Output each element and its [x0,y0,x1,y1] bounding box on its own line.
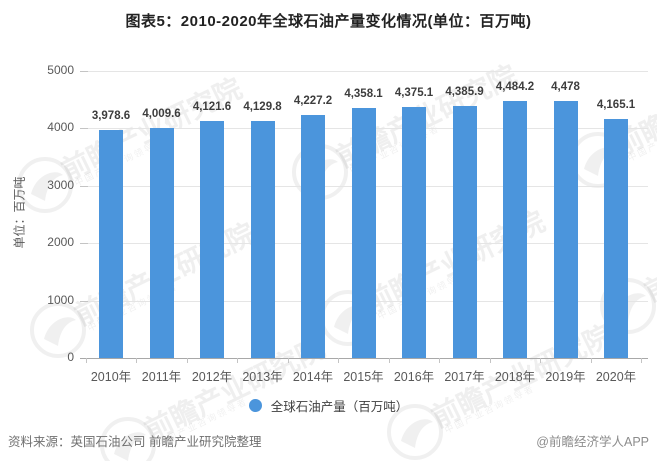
y-tick-label: 3000 [47,177,74,192]
bar [402,106,426,358]
x-axis-tick [388,358,390,363]
bar-value-label: 4,358.1 [344,87,383,100]
bar [99,129,123,358]
bar-value-label: 3,978.6 [91,109,131,122]
y-axis-tick [80,243,88,245]
y-axis-title: 单位：百万吨 [12,176,27,249]
footer: 资料来源：英国石油公司 前瞻产业研究院整理 @前瞻经济学人APP [8,431,649,450]
bar [301,115,325,358]
x-tick-label: 2019年 [545,370,586,384]
bar [351,107,376,358]
bar-value-label: 4,375.1 [394,86,434,99]
y-tick-label: 2000 [47,235,74,250]
x-tick-label: 2018年 [494,370,536,384]
y-tick-label: 5000 [47,63,74,77]
x-axis-tick [590,358,592,363]
bar-value-label: 4,009.6 [142,107,181,120]
bar [553,100,578,358]
bar-value-label: 4,227.2 [293,95,333,108]
legend-marker-icon [248,399,262,412]
x-tick-label: 2015年 [343,370,384,384]
x-axis-tick [136,358,138,363]
x-axis-line [80,358,648,359]
legend: 全球石油产量（百万吨） [0,396,657,415]
x-axis-tick [237,358,239,363]
x-axis-tick [85,358,87,363]
x-axis-tick [489,358,491,363]
x-axis-tick [338,358,340,363]
bar [149,127,174,358]
x-axis-tick [641,358,643,363]
x-axis-tick [186,358,188,363]
y-tick-label: 1000 [47,292,74,307]
bar [604,118,628,358]
bar-value-label: 4,484.2 [495,80,535,93]
x-axis-tick [439,358,441,363]
bar-value-label: 4,121.6 [192,101,232,114]
y-axis-tick [80,300,88,302]
bar [452,106,477,358]
gridline [88,71,648,72]
y-tick-label: 0 [67,350,74,364]
bar [200,121,224,358]
x-tick-label: 2017年 [444,370,485,384]
bar-value-label: 4,165.1 [596,98,636,111]
x-tick-label: 2012年 [191,370,233,384]
y-axis-tick [80,71,88,72]
legend-label: 全球石油产量（百万吨） [270,400,409,414]
bar [250,120,275,358]
bar [503,100,527,358]
x-tick-label: 2010年 [90,370,132,384]
bar-value-label: 4,129.8 [243,100,282,113]
y-tick-label: 4000 [47,120,74,135]
x-tick-label: 2011年 [141,370,182,384]
y-axis-tick [80,128,88,130]
bar-value-label: 4,478 [551,80,580,93]
chart-title: 图表5：2010-2020年全球石油产量变化情况(单位：百万吨) [125,13,532,30]
source-text: 资料来源：英国石油公司 前瞻产业研究院整理 [8,435,262,449]
x-axis-tick [287,358,289,363]
x-tick-label: 2020年 [595,370,637,384]
credit-text: @前瞻经济学人APP [536,435,649,449]
x-axis-tick [540,358,542,363]
x-tick-label: 2014年 [292,370,334,384]
y-axis-tick [80,185,88,187]
x-tick-label: 2016年 [393,370,435,384]
x-tick-label: 2013年 [242,370,283,384]
bar-value-label: 4,385.9 [445,86,484,99]
